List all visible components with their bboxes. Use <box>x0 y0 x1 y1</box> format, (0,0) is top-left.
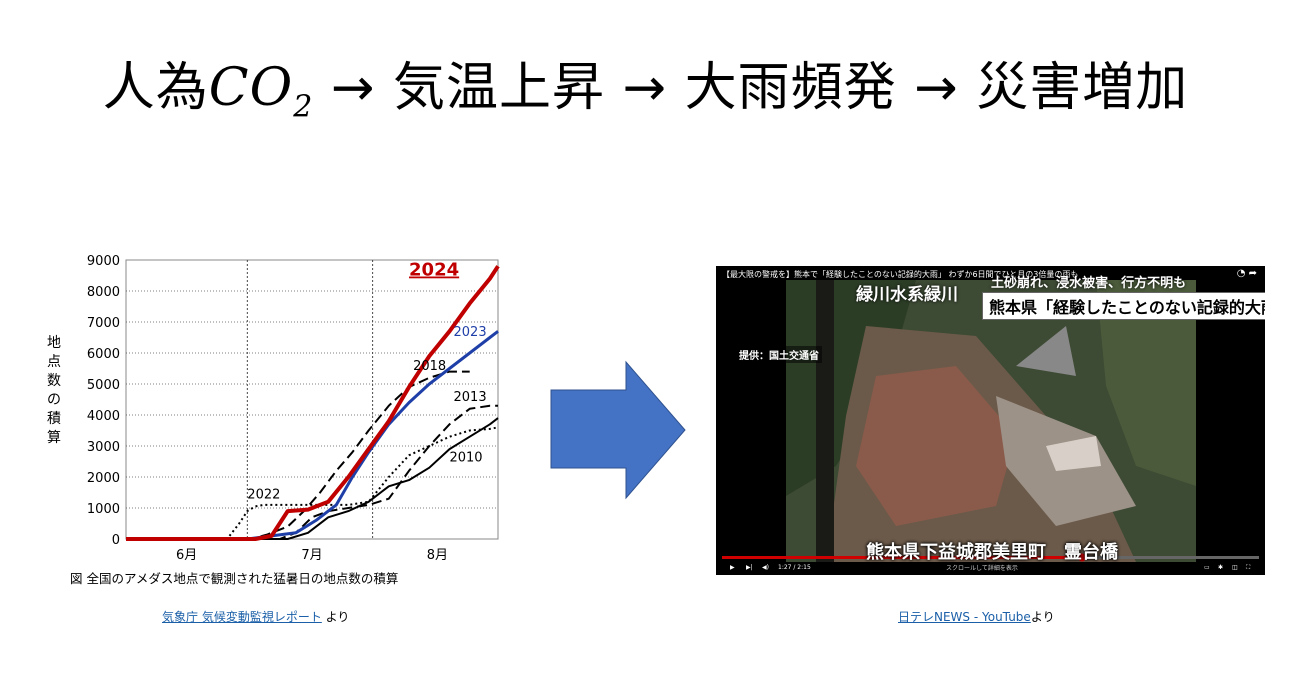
settings-icon[interactable]: ✱ <box>1218 564 1224 571</box>
series-label-2018: 2018 <box>413 359 446 374</box>
y-label-char: 地 <box>47 335 61 351</box>
x-axis-ticks: 6月 7月 8月 <box>176 548 448 563</box>
series-label-2022: 2022 <box>247 488 280 503</box>
series-label-2023: 2023 <box>454 325 487 340</box>
next-icon[interactable]: ▶| <box>746 564 753 571</box>
right-source-caption: 日テレNEWS - YouTubeより <box>898 608 1055 625</box>
y-tick-label: 9000 <box>87 254 120 269</box>
source-label: 提供：国土交通省 <box>736 346 822 363</box>
y-tick-label: 3000 <box>87 440 120 455</box>
x-tick-label: 6月 <box>176 548 197 563</box>
y-tick-label: 6000 <box>87 347 120 362</box>
jma-report-link[interactable]: 気象庁 気候変動監視レポート <box>162 610 322 624</box>
series-line-2024 <box>126 265 500 541</box>
y-label-char: 点 <box>47 354 61 370</box>
right-arrow-icon <box>550 360 686 500</box>
video-controls: ▶ ▶| ◀) 1:27 / 2:15 ▭ ✱ ◫ ⛶ <box>716 562 1265 575</box>
right-caption-suffix: より <box>1030 610 1055 624</box>
series-line-2010 <box>126 417 499 540</box>
y-tick-label: 1000 <box>87 502 120 517</box>
y-tick-label: 4000 <box>87 409 120 424</box>
series-labels: 2024 2023 2018 2013 2010 2022 <box>247 260 486 503</box>
y-tick-label: 8000 <box>87 285 120 300</box>
chart-series <box>126 265 500 541</box>
title-co: CO <box>208 58 294 118</box>
title-subscript: 2 <box>293 89 314 125</box>
left-source-caption: 気象庁 気候変動監視レポート より <box>162 608 349 625</box>
y-label-char: 数 <box>47 373 61 389</box>
y-tick-label: 5000 <box>87 378 120 393</box>
series-label-2024: 2024 <box>409 260 459 281</box>
clock-icon[interactable]: ◔ ➦ <box>1236 268 1257 279</box>
slide-title: 人為CO2 → 気温上昇 → 大雨頻発 → 災害増加 <box>0 45 1291 124</box>
x-tick-label: 7月 <box>301 548 322 563</box>
x-tick-label: 8月 <box>427 548 448 563</box>
video-title: 【最大限の警戒を】熊本で「経験したことのない記録的大雨」 わずか6日間でひと月の… <box>722 270 1079 279</box>
scroll-hint: スクロールして詳細を表示 <box>946 565 1018 572</box>
plot-frame <box>125 259 499 540</box>
chart-grid <box>125 259 499 540</box>
y-tick-label: 7000 <box>87 316 120 331</box>
y-axis-label: 地点数の積算 <box>47 335 61 446</box>
y-label-char: の <box>47 392 61 408</box>
subtitles-icon[interactable]: ▭ <box>1204 564 1210 571</box>
y-axis-ticks: 0 1000 2000 3000 4000 5000 6000 7000 8000 9000 <box>87 254 120 548</box>
series-label-2013: 2013 <box>454 390 487 405</box>
y-tick-label: 0 <box>112 533 120 548</box>
overlay-damage: 土砂崩れ、浸水被害、行方不明も <box>991 276 1187 291</box>
y-label-char: 積 <box>47 411 61 427</box>
fullscreen-icon[interactable]: ⛶ <box>1246 564 1251 571</box>
video-player[interactable]: 【最大限の警戒を】熊本で「経験したことのない記録的大雨」 わずか6日間でひと月の… <box>716 266 1265 575</box>
time-display: 1:27 / 2:15 <box>778 564 811 571</box>
y-tick-label: 2000 <box>87 471 120 486</box>
title-rest: → 気温上昇 → 大雨頻発 → 災害増加 <box>313 58 1189 118</box>
chart-caption: 図 全国のアメダス地点で観測された猛暑日の地点数の積算 <box>70 571 398 586</box>
cast-icon[interactable]: ◫ <box>1232 564 1238 571</box>
title-prefix: 人為 <box>102 58 209 118</box>
youtube-link[interactable]: 日テレNEWS - YouTube <box>898 610 1031 624</box>
volume-icon[interactable]: ◀) <box>762 564 769 571</box>
left-caption-suffix: より <box>321 610 350 624</box>
play-icon[interactable]: ▶ <box>730 564 735 571</box>
y-label-char: 算 <box>47 430 61 446</box>
series-line-2018 <box>126 370 470 540</box>
heat-days-chart: 0 1000 2000 3000 4000 5000 6000 7000 8000 9000 6月… <box>47 254 500 586</box>
overlay-river: 緑川水系緑川 <box>856 285 958 305</box>
series-label-2010: 2010 <box>449 451 482 466</box>
headline-banner: 熊本県「経験したことのない記録的大雨」 <box>982 292 1265 320</box>
location-caption: 熊本県下益城郡美里町 霊台橋 <box>866 542 1118 563</box>
